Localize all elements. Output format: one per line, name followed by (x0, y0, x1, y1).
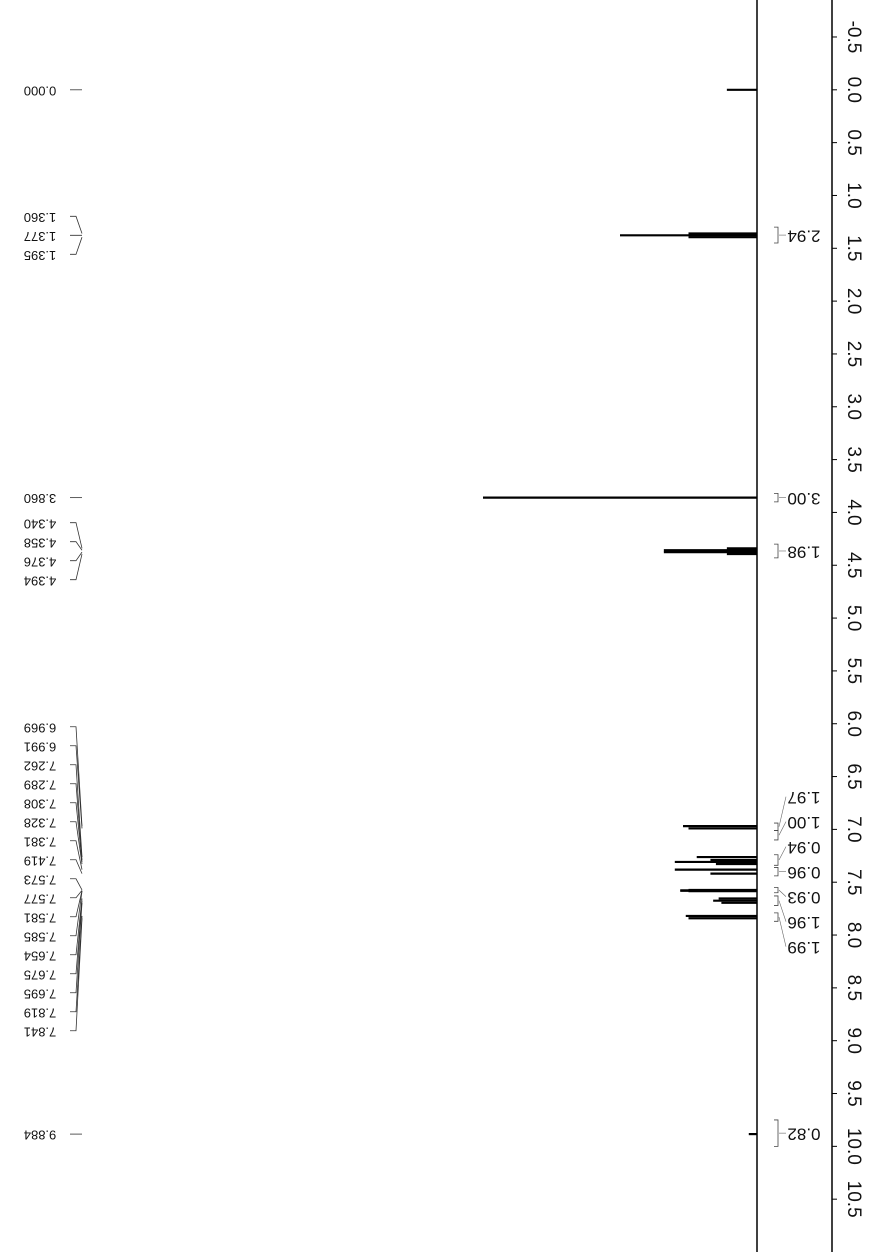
peak-label: 1.360 (24, 210, 57, 225)
peak-label: 6.991 (24, 739, 57, 754)
integral-bracket (774, 1120, 778, 1146)
x-tick-label: 1.5 (843, 235, 864, 261)
integral-label: 0.96 (787, 863, 820, 882)
peak-label: 7.419 (24, 853, 57, 868)
peak-connector (70, 216, 82, 233)
peak-label: 7.573 (24, 872, 57, 887)
x-tick-label: 4.5 (843, 552, 864, 578)
x-tick-label: 7.5 (843, 869, 864, 895)
x-tick-label: -0.5 (843, 21, 864, 54)
x-tick-label: 0.5 (843, 129, 864, 155)
integral-connector (779, 822, 786, 836)
peak-label: 4.376 (24, 554, 57, 569)
integral-bracket (774, 227, 778, 243)
integral-connector (779, 917, 786, 947)
integral-connector (779, 890, 786, 897)
peak-label: 7.328 (24, 815, 57, 830)
peak-label: 7.577 (24, 891, 57, 906)
integral-connector (779, 847, 786, 860)
integral-connector (779, 797, 786, 827)
x-tick-label: 9.5 (843, 1080, 864, 1106)
peak-label: 1.377 (24, 229, 57, 244)
x-tick-label: 1.0 (843, 182, 864, 208)
peak-label: 7.585 (24, 929, 57, 944)
integral-bracket (774, 867, 778, 875)
integral-bracket (774, 855, 778, 866)
peak-connector (70, 542, 82, 551)
x-tick-label: 2.5 (843, 341, 864, 367)
integral-label: 0.94 (787, 838, 820, 857)
peak-label: 7.654 (24, 948, 57, 963)
peak-label: 1.395 (24, 248, 57, 263)
integral-bracket (774, 896, 778, 906)
peak-label: 4.394 (24, 573, 57, 588)
x-tick-label: 0.0 (843, 77, 864, 103)
chart: -0.5 0.0 0.5 1.0 1.5 2.0 2.5 3.0 3.5 4.0 4.5 5.0 5.5… (0, 0, 871, 1252)
x-tick-label: 3.0 (843, 394, 864, 420)
peak-connector (70, 554, 82, 580)
x-tick-label: 10.0 (843, 1128, 864, 1165)
x-tick-label: 8.0 (843, 922, 864, 948)
peak-label: 7.675 (24, 967, 57, 982)
peak-label: 6.969 (24, 720, 57, 735)
x-tick-label: 7.0 (843, 816, 864, 842)
x-tick-label: 10.5 (843, 1181, 864, 1218)
peak-connector (70, 523, 82, 549)
x-tick-label: 3.5 (843, 446, 864, 472)
integral-label: 0.93 (787, 888, 820, 907)
peak-connector (70, 890, 82, 897)
peak-label: 0.000 (24, 83, 57, 98)
integral-label: 1.96 (787, 913, 820, 932)
peak-label: 7.695 (24, 986, 57, 1001)
x-tick-label: 5.0 (843, 605, 864, 631)
integral-label: 1.99 (787, 938, 820, 957)
peak-connector (70, 552, 82, 561)
integral-label: 1.00 (787, 813, 820, 832)
integral-bracket (774, 887, 778, 892)
x-tick-label: 4.0 (843, 499, 864, 525)
integral-label: 0.82 (787, 1125, 820, 1144)
page: {"chart_data": {"type": "nmr", "xlim": [… (0, 0, 871, 1252)
peak-label: 7.289 (24, 777, 57, 792)
x-tick-label: 6.0 (843, 711, 864, 737)
peak-label: 7.819 (24, 1005, 57, 1020)
integral-label: 1.98 (787, 543, 820, 562)
peak-label: 7.308 (24, 796, 57, 811)
x-tick-label: 5.5 (843, 658, 864, 684)
peak-label: 7.381 (24, 834, 57, 849)
peak-label: 7.841 (24, 1024, 57, 1039)
integral-bracket (774, 913, 778, 921)
x-tick-label: 8.5 (843, 975, 864, 1001)
x-tick-label: 9.0 (843, 1027, 864, 1053)
peak-label: 7.581 (24, 910, 57, 925)
integral-connector (779, 901, 786, 922)
peak-connector (70, 237, 82, 254)
peak-label: 4.340 (24, 516, 57, 531)
peak-label: 3.860 (24, 491, 57, 506)
peak-label: 7.262 (24, 758, 57, 773)
integral-bracket (774, 823, 778, 830)
peak-label: 4.358 (24, 535, 57, 550)
integral-label: 2.94 (787, 227, 820, 246)
x-tick-label: 6.5 (843, 763, 864, 789)
integral-label: 3.00 (787, 489, 820, 508)
integral-label: 1.97 (787, 788, 820, 807)
x-tick-label: 2.0 (843, 288, 864, 314)
peak-connector (70, 727, 82, 826)
peak-label: 9.884 (24, 1128, 57, 1143)
peak-connector (70, 879, 82, 890)
integral-bracket (774, 830, 778, 840)
integral-bracket (774, 493, 778, 501)
integral-bracket (774, 544, 778, 558)
